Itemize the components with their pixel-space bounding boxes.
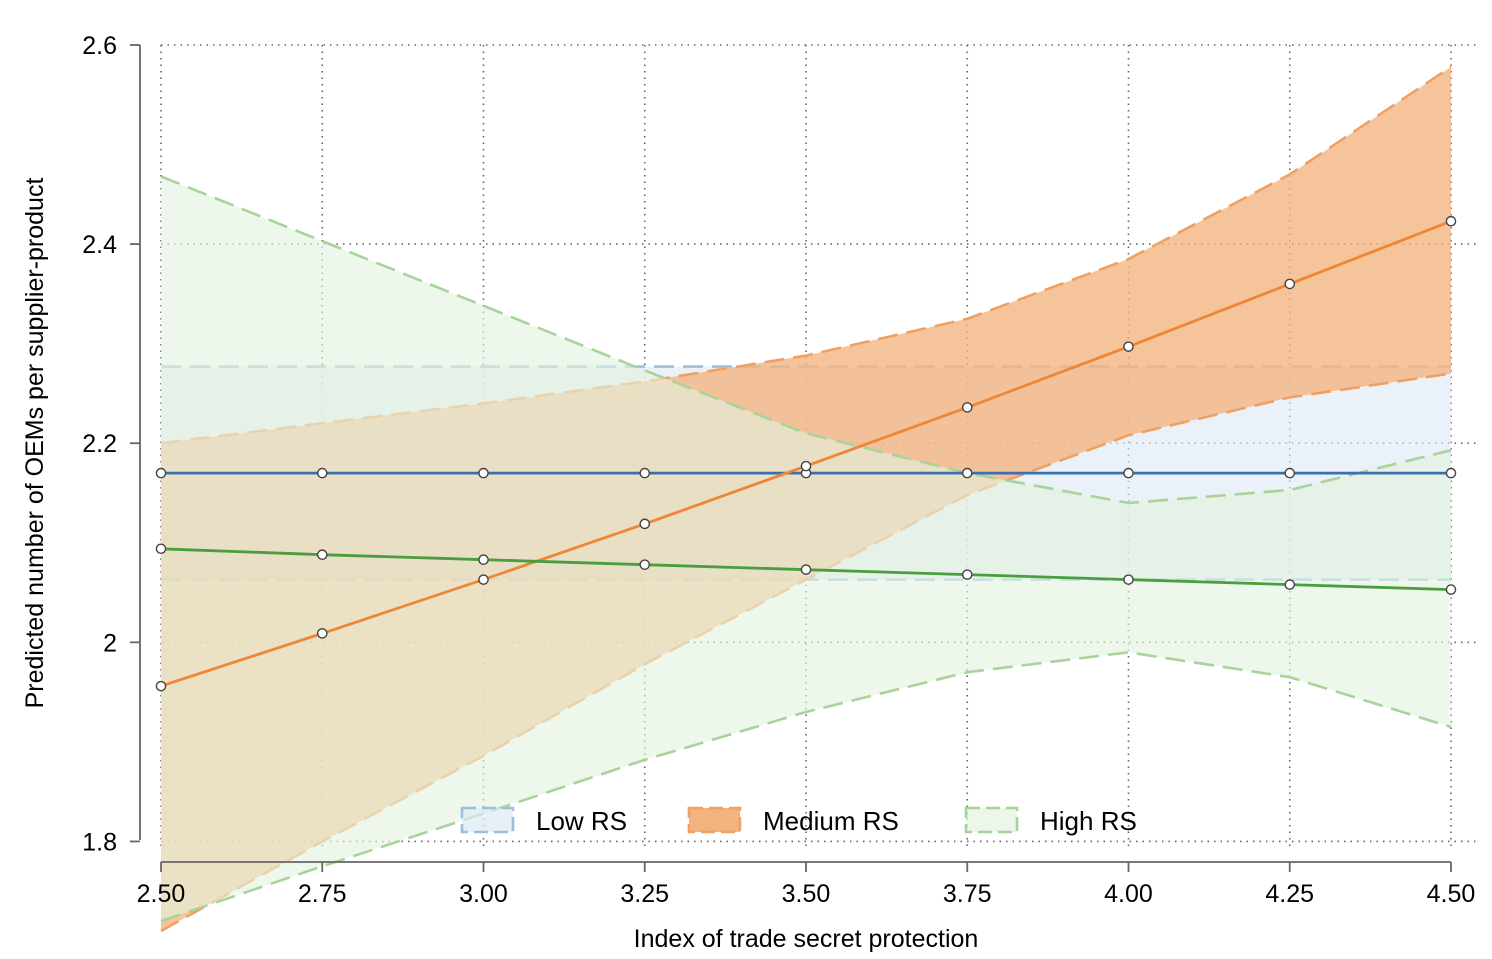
legend-label-low-rs: Low RS	[536, 806, 627, 836]
tick-labels: 1.8 2 2.2 2.4 2.6 2.50 2.75 3.00 3.25 3.50 3.75 4.0…	[82, 32, 1475, 908]
x-tick-label: 3.00	[459, 880, 508, 908]
point-high-rs	[1123, 574, 1134, 585]
legend-label-medium-rs: Medium RS	[763, 806, 899, 836]
point-medium-rs	[1445, 215, 1457, 227]
y-tick-label: 2.2	[82, 430, 117, 458]
legend-swatch-medium-rs	[687, 806, 742, 834]
x-tick-label: 3.25	[620, 880, 669, 908]
y-tick-label: 2	[103, 629, 117, 657]
point-high-rs	[155, 543, 167, 555]
point-low-rs	[1284, 467, 1296, 479]
x-tick-label: 2.50	[137, 880, 186, 908]
band-edge-lower-high-rs	[160, 650, 1452, 923]
x-axis-title: Index of trade secret protection	[634, 925, 979, 953]
point-medium-rs	[800, 460, 812, 472]
band-high-rs	[161, 176, 1451, 922]
point-medium-rs	[155, 680, 167, 692]
point-low-rs	[478, 467, 489, 479]
point-low-rs	[639, 467, 651, 479]
point-high-rs	[1284, 579, 1296, 590]
point-low-rs	[155, 467, 167, 479]
point-high-rs	[478, 554, 489, 566]
point-medium-rs	[1123, 341, 1134, 352]
x-tick-label: 3.75	[943, 880, 992, 908]
point-high-rs	[1445, 584, 1457, 595]
point-high-rs	[316, 549, 328, 561]
x-tick-label: 4.50	[1427, 880, 1476, 908]
y-tick-label: 2.4	[82, 231, 117, 259]
x-tick-label: 4.25	[1265, 880, 1314, 908]
confidence-bands	[160, 65, 1452, 933]
legend-label-high-rs: High RS	[1040, 806, 1137, 836]
point-low-rs	[316, 467, 328, 479]
legend-swatch-low-rs	[460, 806, 515, 834]
point-medium-rs	[639, 518, 651, 530]
x-tick-label: 4.00	[1104, 880, 1153, 908]
point-low-rs	[1445, 467, 1457, 479]
point-medium-rs	[316, 628, 328, 639]
x-tick-label: 3.50	[782, 880, 831, 908]
point-high-rs	[961, 569, 973, 580]
point-high-rs	[800, 564, 812, 575]
band-edge-upper-high-rs	[160, 175, 1452, 505]
y-tick-label: 1.8	[82, 828, 117, 856]
point-medium-rs	[1284, 278, 1296, 290]
x-tick-label: 2.75	[298, 880, 347, 908]
point-medium-rs	[478, 574, 489, 585]
point-medium-rs	[961, 402, 973, 413]
y-axis-title: Predicted number of OEMs per supplier-pr…	[21, 178, 49, 709]
point-low-rs	[1123, 467, 1134, 479]
point-high-rs	[639, 559, 651, 570]
y-tick-label: 2.6	[82, 32, 117, 60]
point-low-rs	[961, 467, 973, 479]
axes	[130, 44, 1452, 872]
series-points	[155, 215, 1457, 692]
legend-swatch-high-rs	[964, 806, 1019, 834]
legend: Low RS Medium RS High RS	[460, 806, 1137, 836]
